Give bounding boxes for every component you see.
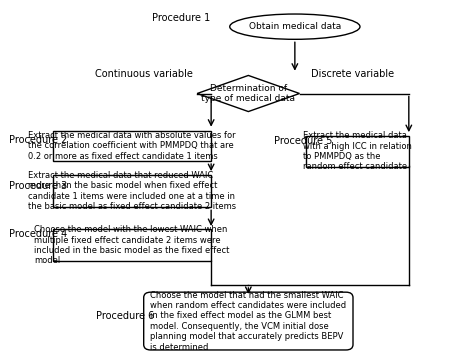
Text: Procedure 1: Procedure 1 — [152, 13, 210, 23]
Text: Procedure 6: Procedure 6 — [96, 310, 154, 321]
Text: Choose the model that had the smallest WAIC
when random effect candidates were i: Choose the model that had the smallest W… — [150, 290, 346, 352]
Polygon shape — [197, 75, 299, 111]
Text: Extract the medical data
with a high ICC in relation
to PMMPDQ as the
random eff: Extract the medical data with a high ICC… — [303, 131, 412, 171]
Text: Procedure 4: Procedure 4 — [9, 229, 67, 240]
Bar — [307, 136, 409, 167]
Text: Procedure 3: Procedure 3 — [9, 181, 67, 191]
Text: Procedure 5: Procedure 5 — [274, 136, 333, 146]
Text: Procedure 2: Procedure 2 — [9, 135, 67, 146]
FancyBboxPatch shape — [144, 292, 353, 350]
Text: Choose the model with the lowest WAIC when
multiple fixed effect candidate 2 ite: Choose the model with the lowest WAIC wh… — [35, 225, 230, 265]
Bar — [53, 131, 211, 161]
Text: Obtain medical data: Obtain medical data — [249, 22, 341, 31]
Text: Continuous variable: Continuous variable — [95, 69, 193, 79]
Text: Discrete variable: Discrete variable — [311, 69, 394, 79]
Ellipse shape — [230, 14, 360, 39]
Text: Extract the medical data that reduced WAIC
more than the basic model when fixed : Extract the medical data that reduced WA… — [28, 171, 236, 211]
Bar — [53, 175, 211, 207]
Bar — [53, 229, 211, 261]
Text: Determination of
type of medical data: Determination of type of medical data — [201, 84, 295, 103]
Text: Extract the medical data with absolute values for
the correlation coefficient wi: Extract the medical data with absolute v… — [28, 131, 236, 161]
